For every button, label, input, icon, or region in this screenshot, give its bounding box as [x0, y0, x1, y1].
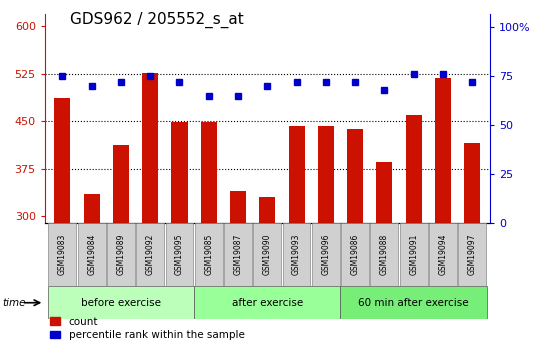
Bar: [166, 223, 193, 286]
Bar: [84, 194, 100, 223]
Bar: [318, 126, 334, 223]
Text: GDS962 / 205552_s_at: GDS962 / 205552_s_at: [70, 12, 244, 28]
Text: 60 min after exercise: 60 min after exercise: [359, 298, 469, 308]
Bar: [429, 223, 457, 286]
Text: GSM19088: GSM19088: [380, 234, 389, 275]
Bar: [230, 191, 246, 223]
Text: before exercise: before exercise: [81, 298, 161, 308]
Text: GSM19083: GSM19083: [58, 234, 67, 275]
Bar: [259, 197, 275, 223]
Bar: [341, 223, 369, 286]
Bar: [370, 223, 399, 286]
Text: GSM19084: GSM19084: [87, 234, 96, 275]
Bar: [142, 73, 158, 223]
Bar: [194, 286, 341, 319]
Text: GSM19089: GSM19089: [117, 234, 125, 275]
Text: GSM19094: GSM19094: [438, 234, 448, 275]
Bar: [253, 223, 281, 286]
Bar: [224, 223, 252, 286]
Legend: count, percentile rank within the sample: count, percentile rank within the sample: [50, 317, 245, 340]
Bar: [171, 122, 187, 223]
Bar: [312, 223, 340, 286]
Bar: [376, 162, 393, 223]
Bar: [195, 223, 222, 286]
Bar: [55, 98, 70, 223]
Text: GSM19097: GSM19097: [468, 234, 477, 275]
Text: GSM19085: GSM19085: [204, 234, 213, 275]
Bar: [113, 145, 129, 223]
Text: GSM19092: GSM19092: [146, 234, 154, 275]
Bar: [435, 78, 451, 223]
Bar: [288, 126, 305, 223]
Bar: [400, 223, 428, 286]
Bar: [78, 223, 105, 286]
Text: GSM19095: GSM19095: [175, 234, 184, 275]
Text: GSM19086: GSM19086: [350, 234, 360, 275]
Text: GSM19091: GSM19091: [409, 234, 418, 275]
Text: GSM19087: GSM19087: [233, 234, 242, 275]
Text: GSM19096: GSM19096: [321, 234, 330, 275]
Text: GSM19093: GSM19093: [292, 234, 301, 275]
Bar: [347, 129, 363, 223]
Bar: [201, 122, 217, 223]
Bar: [406, 115, 422, 223]
Text: GSM19090: GSM19090: [263, 234, 272, 275]
Bar: [282, 223, 310, 286]
Bar: [107, 223, 135, 286]
Bar: [49, 223, 76, 286]
Text: time: time: [3, 298, 26, 308]
Bar: [464, 144, 480, 223]
Bar: [48, 286, 194, 319]
Text: after exercise: after exercise: [232, 298, 303, 308]
Bar: [136, 223, 164, 286]
Bar: [458, 223, 486, 286]
Bar: [341, 286, 487, 319]
